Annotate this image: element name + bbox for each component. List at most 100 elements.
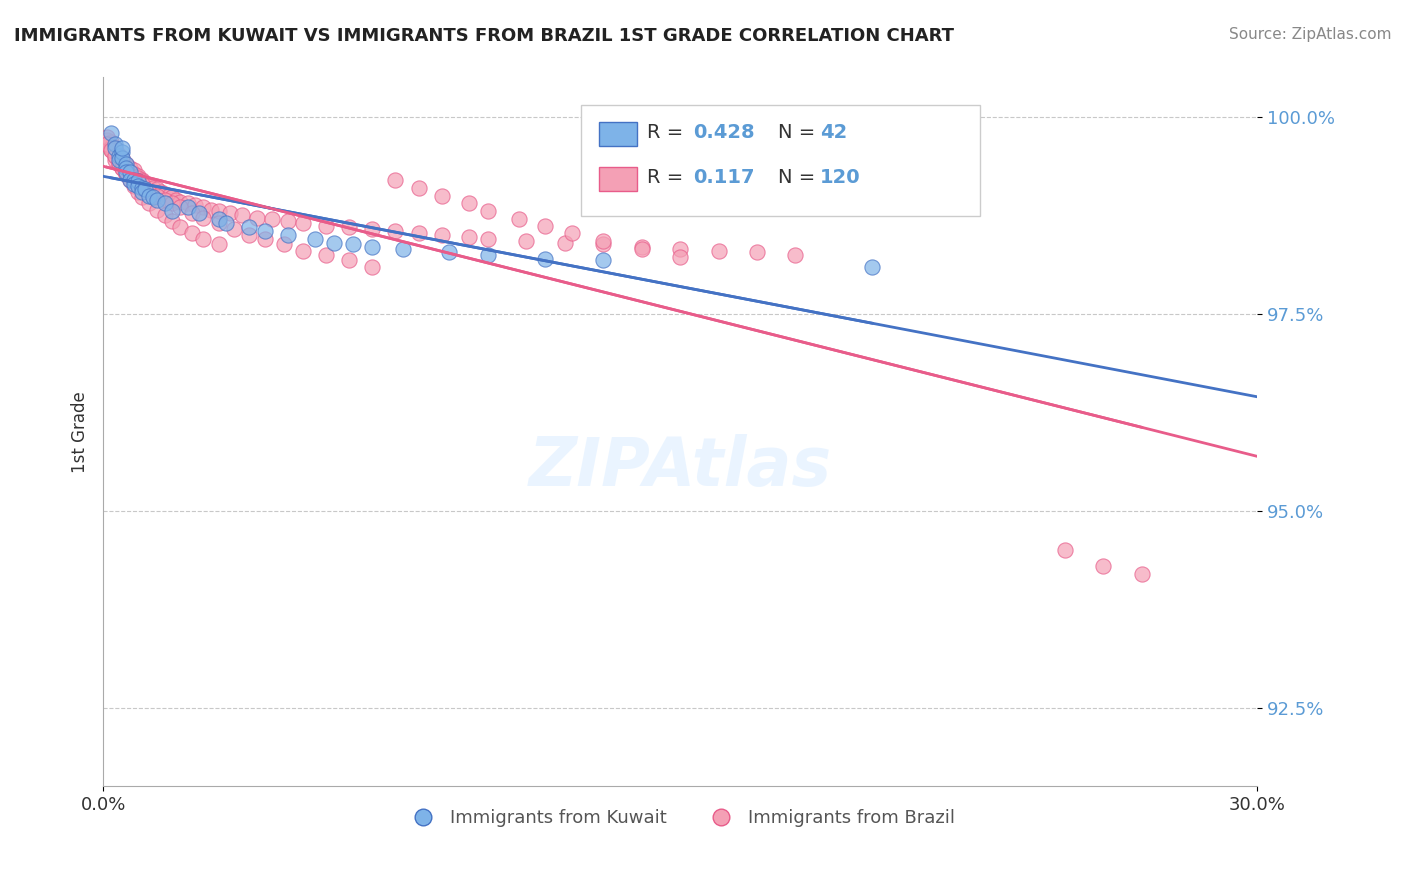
Point xyxy=(188,206,211,220)
Point xyxy=(408,227,430,241)
Point xyxy=(146,188,169,202)
Point xyxy=(215,216,238,230)
Point xyxy=(122,163,145,178)
Point xyxy=(169,220,191,235)
Point xyxy=(104,141,127,155)
Point xyxy=(131,190,153,204)
Text: R =: R = xyxy=(647,168,689,187)
Point xyxy=(477,232,499,246)
Point xyxy=(127,179,149,194)
Point xyxy=(115,157,138,171)
Point xyxy=(180,227,202,241)
Text: R =: R = xyxy=(647,123,689,143)
Point xyxy=(146,182,169,196)
Point xyxy=(315,248,337,262)
Point xyxy=(111,161,134,175)
Point xyxy=(246,211,269,225)
Point xyxy=(107,155,129,169)
Point xyxy=(384,173,406,187)
Point xyxy=(96,137,118,152)
Point xyxy=(107,151,129,165)
Point xyxy=(342,237,364,252)
Point xyxy=(207,216,229,230)
Point xyxy=(104,141,127,155)
Point xyxy=(1092,558,1115,573)
Point xyxy=(534,219,557,233)
Point xyxy=(118,165,141,179)
Point xyxy=(115,167,138,181)
Point xyxy=(207,237,229,252)
Point xyxy=(138,185,160,199)
Point xyxy=(162,214,184,228)
Point xyxy=(153,193,176,207)
Point xyxy=(100,143,122,157)
Point xyxy=(134,182,156,196)
Point xyxy=(292,244,315,258)
Point xyxy=(630,240,652,254)
Point xyxy=(592,237,614,252)
Point xyxy=(118,173,141,187)
Point xyxy=(430,227,453,242)
Point xyxy=(361,221,384,235)
Point xyxy=(131,177,153,191)
Point xyxy=(111,151,134,165)
Point xyxy=(785,248,807,262)
Point xyxy=(104,149,127,163)
Point xyxy=(100,141,122,155)
Point xyxy=(107,157,129,171)
Point xyxy=(561,227,583,241)
Point xyxy=(138,179,160,194)
Point xyxy=(127,169,149,183)
Point xyxy=(457,196,479,211)
Point xyxy=(200,202,222,217)
Text: 120: 120 xyxy=(820,168,860,187)
Point xyxy=(860,260,883,274)
Point xyxy=(127,171,149,186)
Text: 42: 42 xyxy=(820,123,846,143)
Point xyxy=(96,137,118,152)
Point xyxy=(162,196,184,211)
Point xyxy=(592,235,614,249)
Point xyxy=(149,185,172,199)
Point xyxy=(191,232,214,246)
Point xyxy=(131,185,153,199)
Point xyxy=(111,141,134,155)
Point xyxy=(219,206,242,220)
Point xyxy=(439,245,461,260)
Point xyxy=(238,220,260,235)
Point xyxy=(96,133,118,147)
Point xyxy=(153,196,176,211)
Point xyxy=(184,198,207,212)
Point xyxy=(273,237,295,252)
Point xyxy=(253,224,276,238)
Point xyxy=(104,149,127,163)
Point xyxy=(191,211,214,225)
Point xyxy=(457,229,479,244)
Point xyxy=(1053,543,1076,558)
Point xyxy=(115,157,138,171)
Point xyxy=(408,180,430,194)
Text: N =: N = xyxy=(778,168,821,187)
Point xyxy=(111,161,134,175)
Point xyxy=(115,161,138,175)
Point xyxy=(292,216,315,230)
Point xyxy=(131,173,153,187)
Point xyxy=(707,244,730,258)
Point xyxy=(304,232,326,246)
Point xyxy=(165,193,187,207)
Point xyxy=(122,167,145,181)
Point xyxy=(222,221,245,235)
Point xyxy=(191,201,214,215)
Legend: Immigrants from Kuwait, Immigrants from Brazil: Immigrants from Kuwait, Immigrants from … xyxy=(398,802,962,834)
Point xyxy=(153,208,176,222)
Point xyxy=(430,188,453,202)
Text: IMMIGRANTS FROM KUWAIT VS IMMIGRANTS FROM BRAZIL 1ST GRADE CORRELATION CHART: IMMIGRANTS FROM KUWAIT VS IMMIGRANTS FRO… xyxy=(14,27,955,45)
Point xyxy=(122,173,145,187)
Point xyxy=(162,190,184,204)
Point xyxy=(131,180,153,194)
Point xyxy=(146,202,169,217)
Point xyxy=(111,159,134,173)
Point xyxy=(177,196,200,211)
Point xyxy=(107,153,129,168)
Point xyxy=(138,196,160,211)
